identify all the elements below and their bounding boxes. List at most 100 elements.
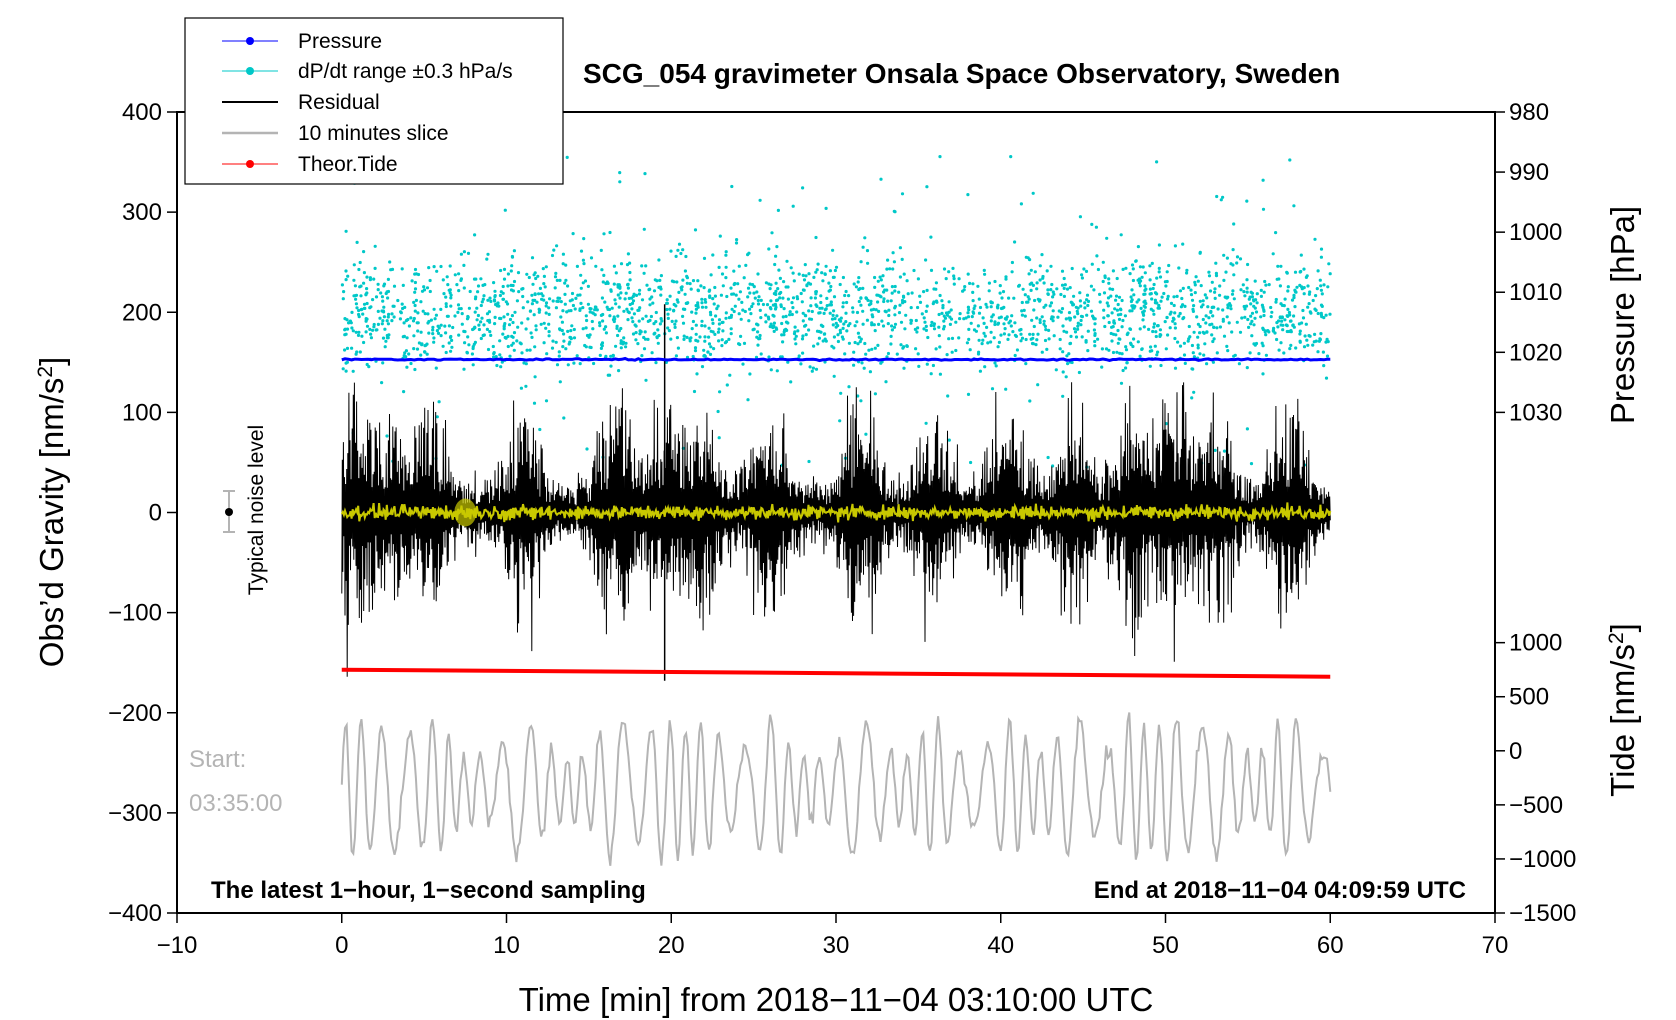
dpdt-point (929, 323, 933, 328)
dpdt-point (713, 294, 718, 298)
dpdt-point (901, 301, 905, 305)
smoothed-residual-blob (454, 498, 477, 527)
legend-item-dpdt: dP/dt range ±0.3 hPa/s (222, 60, 513, 83)
dpdt-point (355, 306, 359, 310)
dpdt-point (354, 297, 358, 301)
dpdt-point (870, 347, 874, 351)
dpdt-point (757, 295, 761, 299)
dpdt-point (509, 283, 513, 287)
dpdt-point (735, 238, 739, 242)
dpdt-point (1194, 275, 1198, 279)
dpdt-point (530, 302, 535, 306)
dpdt-point (781, 340, 785, 344)
dpdt-point (681, 248, 685, 252)
dpdt-point (668, 294, 672, 298)
dpdt-point (392, 284, 397, 288)
dpdt-point (924, 421, 928, 425)
dpdt-point (498, 293, 502, 298)
dpdt-point (852, 282, 856, 286)
dpdt-point (1278, 284, 1282, 288)
dpdt-point (617, 305, 621, 309)
dpdt-point (1129, 295, 1133, 299)
dpdt-point (1198, 299, 1202, 303)
dpdt-point (476, 284, 481, 288)
dpdt-point (547, 306, 551, 310)
dpdt-point (758, 198, 762, 202)
dpdt-point (414, 272, 418, 276)
y-tick-label: 0 (149, 500, 162, 527)
dpdt-point (948, 322, 953, 326)
dpdt-point (355, 240, 359, 244)
dpdt-point (506, 284, 510, 288)
dpdt-point (506, 272, 510, 276)
dpdt-point (925, 288, 929, 292)
dpdt-point (657, 258, 661, 262)
dpdt-point (613, 298, 617, 302)
dpdt-point (1004, 277, 1008, 281)
dpdt-point (905, 344, 909, 348)
dpdt-point (1038, 264, 1042, 268)
dpdt-point (702, 286, 706, 290)
dpdt-point (732, 269, 736, 273)
dpdt-point (1271, 328, 1275, 332)
dpdt-point (1038, 318, 1042, 322)
smoothed-residual-line (340, 502, 1332, 523)
dpdt-point (1302, 345, 1307, 349)
dpdt-point (1288, 158, 1292, 162)
dpdt-point (396, 298, 400, 303)
tide-tick-label: 1000 (1509, 630, 1562, 657)
dpdt-point (691, 279, 696, 283)
dpdt-point (696, 279, 700, 283)
dpdt-point (1137, 277, 1142, 281)
dpdt-point (1149, 345, 1153, 349)
dpdt-point (1150, 261, 1154, 265)
dpdt-point (525, 272, 529, 276)
dpdt-point (586, 284, 591, 288)
dpdt-point (717, 322, 722, 326)
dpdt-point (400, 267, 404, 271)
dpdt-point (1192, 330, 1196, 334)
dpdt-point (1230, 292, 1235, 296)
dpdt-point (833, 317, 837, 321)
dpdt-point (1168, 326, 1172, 330)
dpdt-point (470, 352, 474, 356)
dpdt-point (570, 291, 575, 296)
dpdt-point (793, 337, 797, 341)
dpdt-point (1229, 304, 1233, 308)
dpdt-point (584, 326, 588, 330)
dpdt-point (861, 322, 865, 326)
dpdt-point (712, 302, 716, 306)
dpdt-point (748, 307, 752, 311)
dpdt-point (738, 342, 742, 347)
dpdt-point (971, 290, 975, 294)
dpdt-point (717, 436, 721, 440)
dpdt-point (344, 229, 348, 233)
dpdt-point (1132, 337, 1136, 341)
dpdt-point (786, 285, 790, 289)
dpdt-point (746, 286, 751, 290)
dpdt-point (775, 327, 779, 331)
dpdt-point (385, 290, 389, 294)
dpdt-point (1030, 341, 1035, 346)
dpdt-point (443, 324, 447, 328)
dpdt-point (1026, 300, 1030, 304)
dpdt-point (904, 313, 908, 317)
dpdt-point (528, 309, 533, 313)
dpdt-point (1131, 278, 1135, 283)
dpdt-point (1216, 307, 1220, 311)
tide-tick-label: 0 (1509, 738, 1522, 765)
dpdt-point (631, 320, 635, 324)
dpdt-point (1140, 275, 1144, 279)
dpdt-point (797, 272, 801, 276)
dpdt-point (1152, 312, 1156, 316)
dpdt-point (1172, 317, 1176, 321)
dpdt-point (1293, 270, 1298, 274)
dpdt-point (599, 248, 603, 252)
dpdt-point (524, 384, 528, 388)
dpdt-point (922, 316, 926, 320)
dpdt-point (1060, 307, 1065, 311)
y-tick-label: 100 (122, 399, 162, 426)
dpdt-point (770, 231, 774, 235)
dpdt-point (1116, 302, 1120, 307)
dpdt-point (462, 263, 466, 267)
